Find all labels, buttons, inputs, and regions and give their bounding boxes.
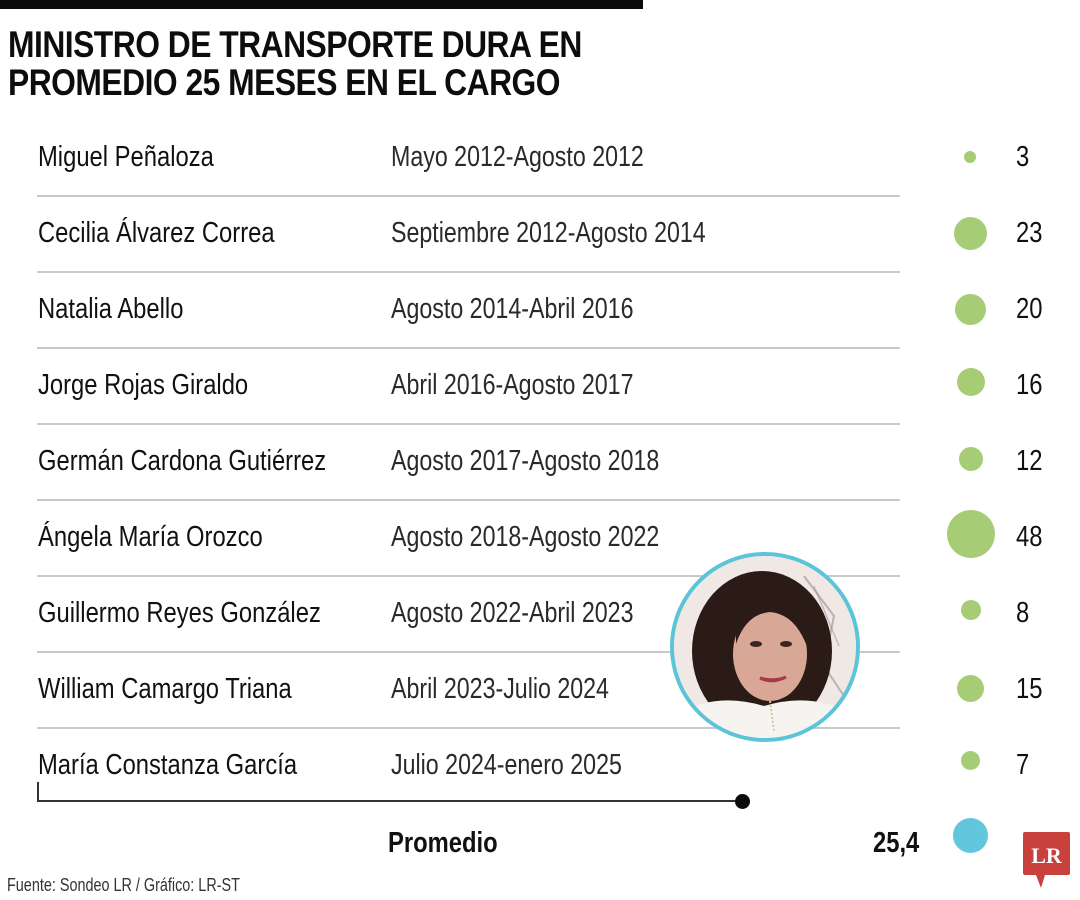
row-divider	[37, 195, 900, 197]
minister-name: Jorge Rojas Giraldo	[38, 369, 249, 401]
minister-name: María Constanza García	[38, 749, 298, 781]
months-value: 12	[1016, 445, 1043, 477]
title-line-2: PROMEDIO 25 MESES EN EL CARGO	[8, 62, 561, 103]
term-period: Agosto 2022-Abril 2023	[391, 597, 634, 629]
top-rule	[0, 0, 643, 9]
bubble-marker	[964, 151, 976, 163]
table-row: Miguel Peñaloza Mayo 2012-Agosto 2012 3	[0, 120, 1080, 197]
minister-name: William Camargo Triana	[38, 673, 292, 705]
table-row: Guillermo Reyes González Agosto 2022-Abr…	[0, 576, 1080, 653]
table-row: Germán Cardona Gutiérrez Agosto 2017-Ago…	[0, 424, 1080, 501]
term-period: Agosto 2017-Agosto 2018	[391, 445, 660, 477]
timeline-axis	[37, 800, 742, 802]
row-divider	[37, 651, 900, 653]
minister-name: Cecilia Álvarez Correa	[38, 217, 275, 249]
row-divider	[37, 423, 900, 425]
lr-logo-icon: LR	[1023, 832, 1070, 888]
months-value: 16	[1016, 369, 1043, 401]
bubble-marker	[955, 294, 986, 325]
minister-name: Miguel Peñaloza	[38, 141, 214, 173]
average-bubble-marker	[953, 818, 988, 853]
bubble-marker	[961, 600, 981, 620]
term-period: Abril 2016-Agosto 2017	[391, 369, 634, 401]
term-period: Abril 2023-Julio 2024	[391, 673, 609, 705]
bubble-marker	[957, 675, 984, 702]
months-value: 23	[1016, 217, 1043, 249]
average-label: Promedio	[388, 827, 498, 859]
row-divider	[37, 271, 900, 273]
row-divider	[37, 575, 900, 577]
months-value: 48	[1016, 521, 1043, 553]
title-line-1: MINISTRO DE TRANSPORTE DURA EN	[8, 24, 582, 65]
term-period: Julio 2024-enero 2025	[391, 749, 622, 781]
table-row: María Constanza García Julio 2024-enero …	[0, 728, 1080, 804]
bubble-marker	[947, 510, 995, 558]
months-value: 3	[1016, 141, 1030, 173]
table-row: Ángela María Orozco Agosto 2018-Agosto 2…	[0, 500, 1080, 577]
minister-name: Ángela María Orozco	[38, 521, 263, 553]
term-period: Agosto 2014-Abril 2016	[391, 293, 634, 325]
bubble-marker	[957, 368, 985, 396]
timeline-axis-start	[37, 782, 39, 802]
bubble-marker	[959, 447, 983, 471]
minister-name: Guillermo Reyes González	[38, 597, 321, 629]
term-period: Septiembre 2012-Agosto 2014	[391, 217, 706, 249]
row-divider	[37, 727, 900, 729]
months-value: 7	[1016, 749, 1030, 781]
table-row: Natalia Abello Agosto 2014-Abril 2016 20	[0, 272, 1080, 349]
svg-text:LR: LR	[1031, 843, 1063, 868]
minister-name: Germán Cardona Gutiérrez	[38, 445, 327, 477]
bubble-marker	[961, 751, 980, 770]
term-period: Mayo 2012-Agosto 2012	[391, 141, 644, 173]
table-row: William Camargo Triana Abril 2023-Julio …	[0, 652, 1080, 729]
minister-name: Natalia Abello	[38, 293, 184, 325]
bubble-marker	[954, 217, 987, 250]
source-credit: Fuente: Sondeo LR / Gráfico: LR-ST	[7, 875, 240, 895]
term-period: Agosto 2018-Agosto 2022	[391, 521, 660, 553]
portrait-photo-icon	[674, 556, 856, 738]
months-value: 15	[1016, 673, 1043, 705]
lr-logo: LR	[1023, 832, 1070, 889]
chart-title: MINISTRO DE TRANSPORTE DURA EN PROMEDIO …	[8, 26, 610, 102]
timeline-axis-end-dot	[735, 794, 750, 809]
minister-portrait	[670, 552, 860, 742]
row-divider	[37, 347, 900, 349]
table-row: Cecilia Álvarez Correa Septiembre 2012-A…	[0, 196, 1080, 273]
table-row: Jorge Rojas Giraldo Abril 2016-Agosto 20…	[0, 348, 1080, 425]
row-divider	[37, 499, 900, 501]
months-value: 8	[1016, 597, 1030, 629]
average-value: 25,4	[873, 827, 920, 859]
months-value: 20	[1016, 293, 1043, 325]
